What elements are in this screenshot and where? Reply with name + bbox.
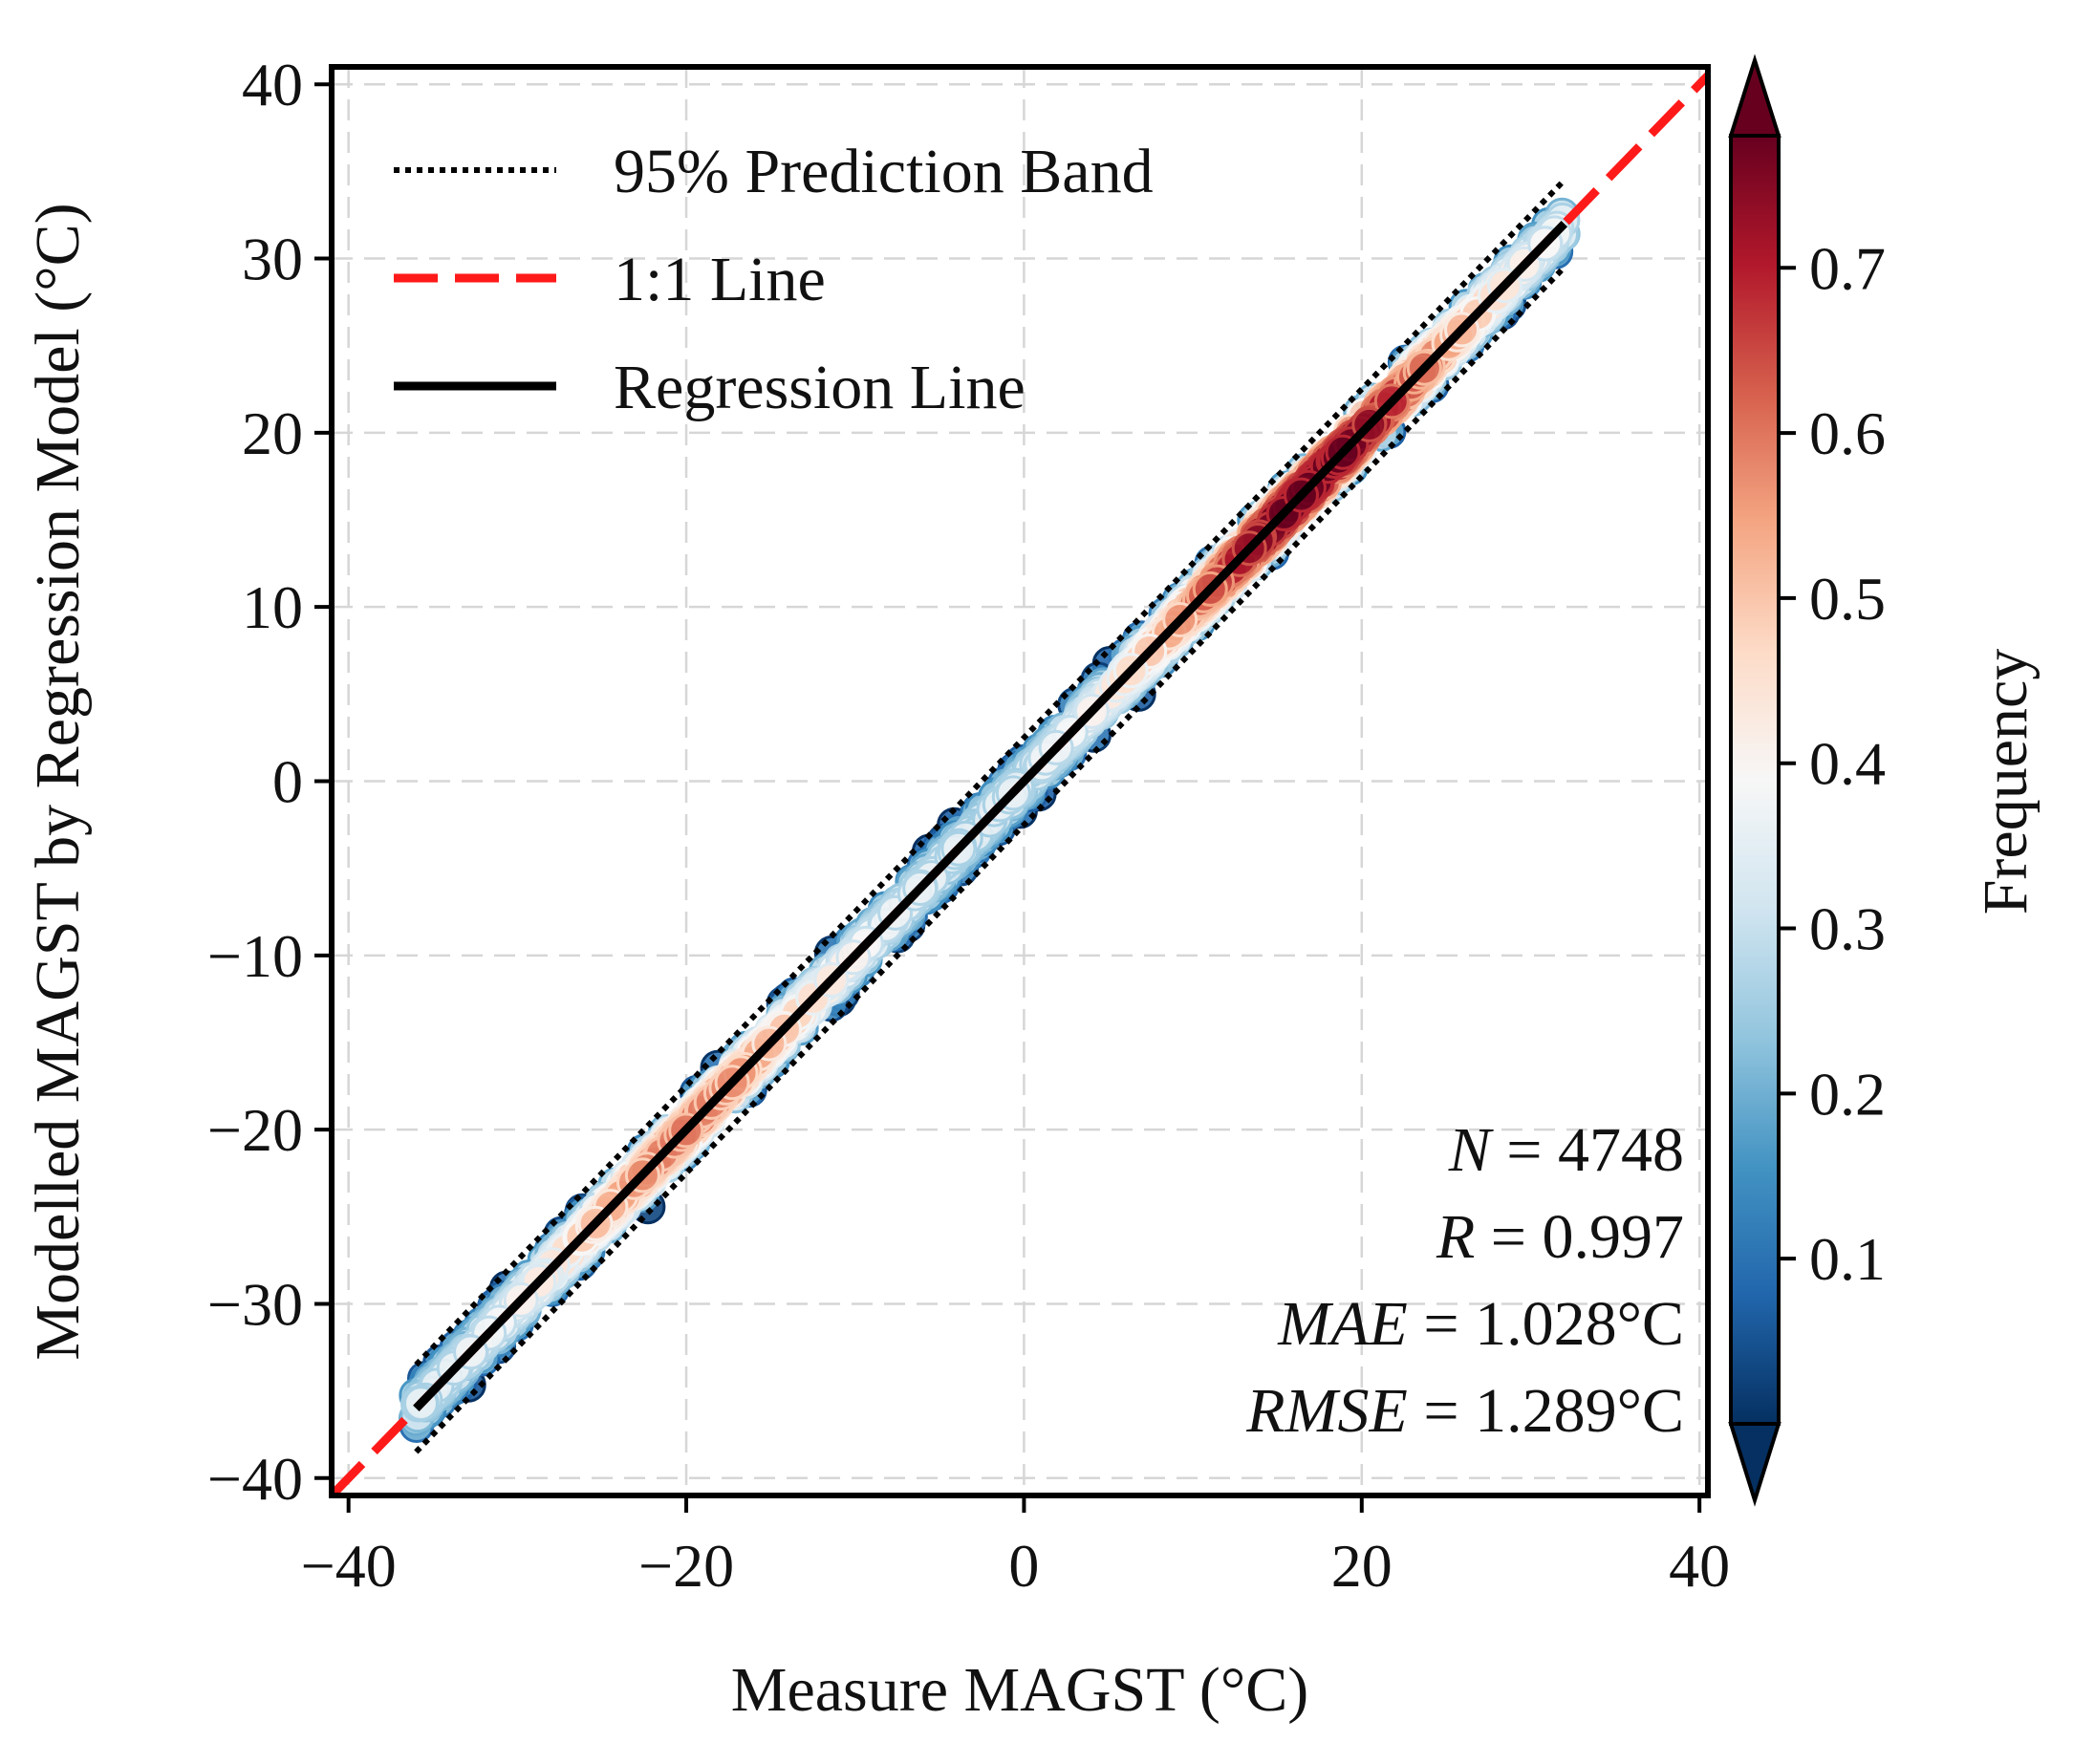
stat-n: N = 4748: [1448, 1115, 1684, 1185]
colorbar-tick-label: 0.3: [1809, 895, 1886, 963]
legend: 95% Prediction Band 1:1 Line Regression …: [394, 137, 1154, 422]
y-tick-label: 40: [242, 51, 303, 118]
legend-label-regression: Regression Line: [614, 353, 1026, 422]
colorbar-tick-label: 0.2: [1809, 1060, 1886, 1128]
colorbar-tick-label: 0.5: [1809, 565, 1886, 633]
x-tick-label: 0: [1008, 1532, 1039, 1600]
stat-r: R = 0.997: [1436, 1202, 1684, 1272]
y-tick-label: 20: [242, 399, 303, 467]
legend-label-one-to-one: 1:1 Line: [614, 245, 826, 314]
y-tick-label: 10: [242, 573, 303, 641]
colorbar-extend-top: [1728, 54, 1781, 138]
statistics-box: N = 4748 R = 0.997 MAE = 1.028°C RMSE = …: [1245, 1115, 1684, 1446]
fit-lines: [332, 72, 1708, 1495]
colorbar-tick-label: 0.4: [1809, 730, 1886, 798]
stat-mae: MAE = 1.028°C: [1277, 1289, 1684, 1359]
x-axis-title: Measure MAGST (°C): [731, 1655, 1308, 1725]
colorbar-ticks: 0.1 0.2 0.3 0.4 0.5 0.6 0.7: [1779, 234, 1886, 1293]
grid: [332, 67, 1708, 1495]
x-axis: −40 −20 0 20 40: [301, 1495, 1730, 1600]
stat-rmse: RMSE = 1.289°C: [1245, 1376, 1684, 1446]
y-tick-label: −10: [207, 922, 303, 990]
y-tick-label: 30: [242, 226, 303, 293]
colorbar: 0.1 0.2 0.3 0.4 0.5 0.6 0.7 Frequency: [1728, 54, 2041, 1507]
y-axis-title: Modelled MAGST by Regression Model (°C): [23, 203, 93, 1360]
y-tick-label: −20: [207, 1096, 303, 1164]
colorbar-frame: [1729, 134, 1781, 1426]
y-tick-label: −40: [207, 1445, 303, 1513]
y-tick-label: −30: [207, 1270, 303, 1338]
regression-line: [413, 220, 1568, 1411]
colorbar-title: Frequency: [1971, 649, 2041, 915]
legend-label-prediction-band: 95% Prediction Band: [614, 137, 1154, 206]
colorbar-tick-label: 0.1: [1809, 1225, 1886, 1293]
colorbar-tick-label: 0.6: [1809, 399, 1886, 467]
colorbar-gradient: [1731, 136, 1779, 1424]
y-axis: −40 −30 −20 −10 0 10 20 30 40: [207, 51, 332, 1513]
x-tick-label: 20: [1331, 1532, 1393, 1600]
x-tick-label: −20: [638, 1532, 734, 1600]
x-tick-label: 40: [1669, 1532, 1730, 1600]
colorbar-tick-label: 0.7: [1809, 234, 1886, 302]
colorbar-extend-bottom: [1728, 1422, 1781, 1507]
x-tick-label: −40: [301, 1532, 397, 1600]
y-tick-label: 0: [272, 748, 303, 816]
